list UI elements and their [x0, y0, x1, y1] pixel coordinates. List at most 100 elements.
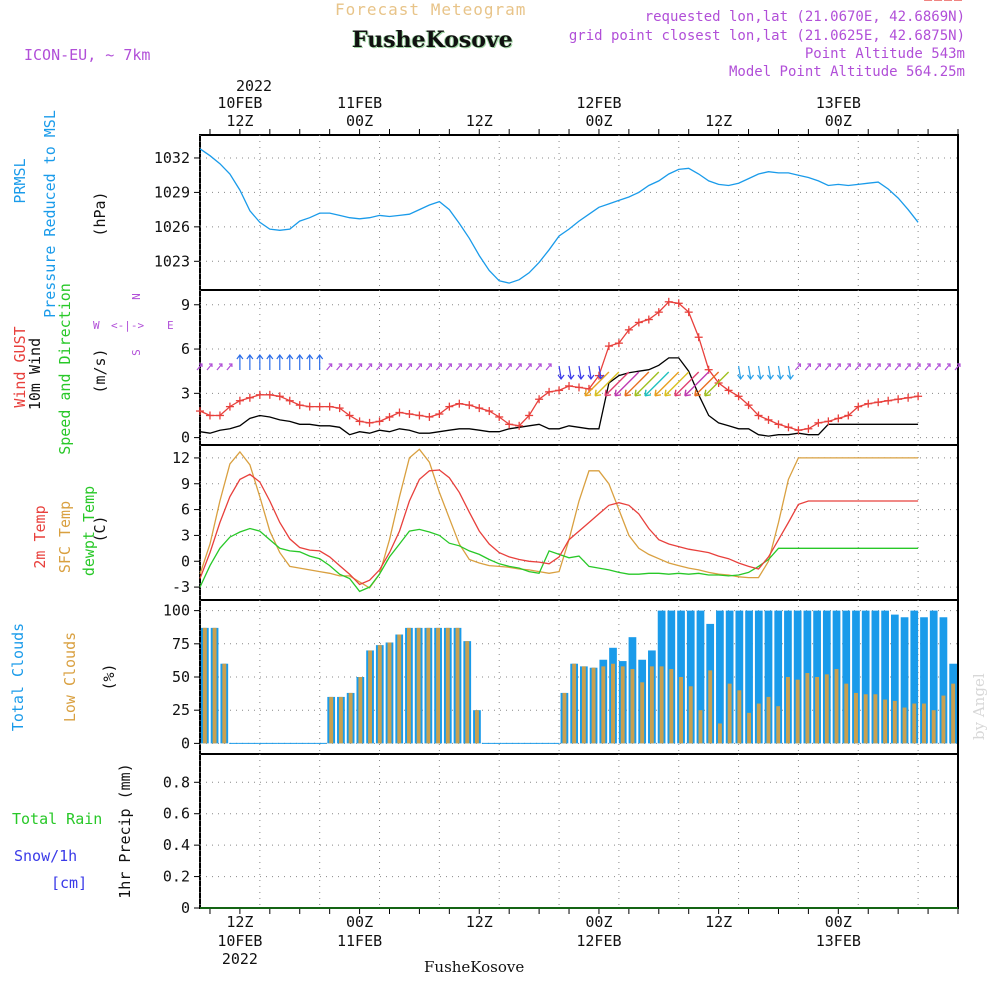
wind-dir-arrowhead [246, 354, 254, 360]
wind-dir-arrowhead [408, 363, 413, 367]
wind-dir-arrow [934, 363, 941, 371]
y-tick-label: 3 [181, 526, 190, 544]
y-tick-label: 1029 [154, 183, 190, 201]
total-cloud-bar [745, 610, 753, 744]
pressure-line [199, 148, 919, 284]
wind-dir-arrowhead [528, 363, 532, 367]
station-name: FusheKosove [352, 27, 513, 53]
top-year-label: 2022 [235, 77, 273, 95]
wind-dir-arrow [874, 363, 881, 371]
wind-dir-arrow [495, 363, 502, 371]
wind-dir-arrowhead [218, 363, 223, 367]
wind-dir-arrow [226, 363, 233, 371]
total-cloud-bar [716, 610, 724, 744]
total-cloud-bar [939, 617, 948, 744]
wind-dir-arrow [545, 363, 552, 371]
wind-dir-arrow [216, 363, 223, 371]
wind-dir-arrow [465, 363, 472, 371]
wind-dir-arrowhead [316, 354, 324, 360]
wind-dir-arrow [747, 365, 752, 379]
low-cloud-bar [873, 694, 878, 744]
bottom-hour-label: 12Z [226, 913, 254, 931]
low-cloud-bar [572, 663, 577, 744]
low-cloud-bar [649, 666, 654, 744]
wind-dir-arrowhead [757, 374, 765, 380]
low-cloud-bar [737, 690, 742, 744]
wind-dir-arrow [326, 363, 333, 371]
wind-dir-arrowhead [827, 363, 831, 367]
wind-dir-arrowhead [887, 363, 891, 367]
wind-dir-arrow [336, 363, 343, 371]
point-altitude: Point Altitude 543m [804, 46, 965, 62]
low-cloud-bar [426, 627, 431, 744]
wind-dir-arrowhead [236, 354, 244, 360]
wind-dir-arrowhead [594, 389, 602, 397]
panel-frame [199, 444, 959, 601]
wind-dir-arrowhead [448, 363, 452, 367]
wind-dir-arrow [757, 365, 762, 379]
low-cloud-bar [640, 682, 645, 744]
wind-dir-arrowhead [604, 389, 612, 397]
low-cloud-bar [416, 627, 421, 744]
bottom-hour-label: 00Z [585, 913, 613, 931]
total-cloud-bar [696, 610, 705, 744]
top-date-label: 12FEB [576, 94, 622, 112]
low-cloud-bar [358, 677, 363, 744]
wind-dir-arrow [884, 363, 891, 371]
wind-dir-arrowhead [947, 363, 951, 367]
top-hour-label: 12Z [465, 112, 493, 130]
y-tick-label: 9 [181, 296, 190, 314]
y-tick-label: 1026 [154, 218, 190, 236]
wind-dir-arrowhead [634, 389, 642, 397]
wind-dir-arrowhead [927, 363, 931, 367]
total-cloud-bar [910, 610, 919, 744]
wind-dir-arrowhead [458, 363, 462, 367]
wind-dir-arrow [515, 363, 522, 371]
wind-dir-arrow [366, 363, 373, 371]
wind-dir-arrow [704, 371, 730, 397]
wind-dir-arrow [674, 371, 700, 397]
wind-dir-arrow [767, 365, 772, 379]
low-cloud-bar [387, 642, 392, 744]
wind-dir-arrow [578, 365, 582, 379]
low-cloud-bar [620, 666, 625, 744]
wind-dir-arrowhead [937, 363, 941, 367]
low-cloud-bar [805, 673, 810, 744]
y-tick-label: -3 [172, 578, 190, 596]
y-tick-label: 3 [181, 384, 190, 402]
wind-dir-arrowhead [817, 363, 821, 367]
wind-dir-arrowhead [797, 363, 802, 367]
y-tick-label: 0.8 [163, 773, 190, 791]
y-tick-label: 9 [181, 475, 190, 493]
total-cloud-bar [842, 610, 851, 744]
wind-dir-arrow [814, 363, 821, 371]
panel-frame [199, 753, 959, 909]
low-cloud-bar [436, 627, 441, 744]
wind-dir-arrowhead [767, 374, 774, 380]
low-cloud-bar [747, 712, 752, 744]
wind-dir-arrowhead [438, 363, 442, 367]
wind-dir-arrow [584, 371, 610, 397]
top-date-label: 11FEB [337, 94, 383, 112]
wind-dir-arrowhead [786, 374, 794, 380]
wind-dir-arrowhead [286, 354, 294, 360]
wind-dir-arrow [604, 371, 630, 397]
wind-dir-arrowhead [548, 363, 552, 367]
low-cloud-bar [669, 669, 674, 744]
wind-dir-arrowhead [388, 363, 393, 367]
y-tick-label: 6 [181, 340, 190, 358]
y-tick-label: 100 [163, 602, 190, 620]
precip-snow-label: Snow/1h [14, 847, 78, 865]
bottom-station-name: FusheKosove [424, 958, 525, 976]
wind-dir-arrow [386, 363, 392, 371]
wind-dir-arrowhead [867, 363, 871, 367]
wind-dir-arrowhead [538, 363, 542, 367]
wind-dir-arrowhead [897, 363, 901, 367]
wind-dir-arrowhead [747, 374, 755, 380]
bottom-hour-label: 00Z [346, 913, 374, 931]
wind-dir-arrow [206, 363, 213, 371]
precip-snow-unit: [cm] [51, 874, 88, 892]
wind-dir-arrowhead [907, 363, 911, 367]
bottom-date-label: 13FEB [815, 932, 861, 950]
